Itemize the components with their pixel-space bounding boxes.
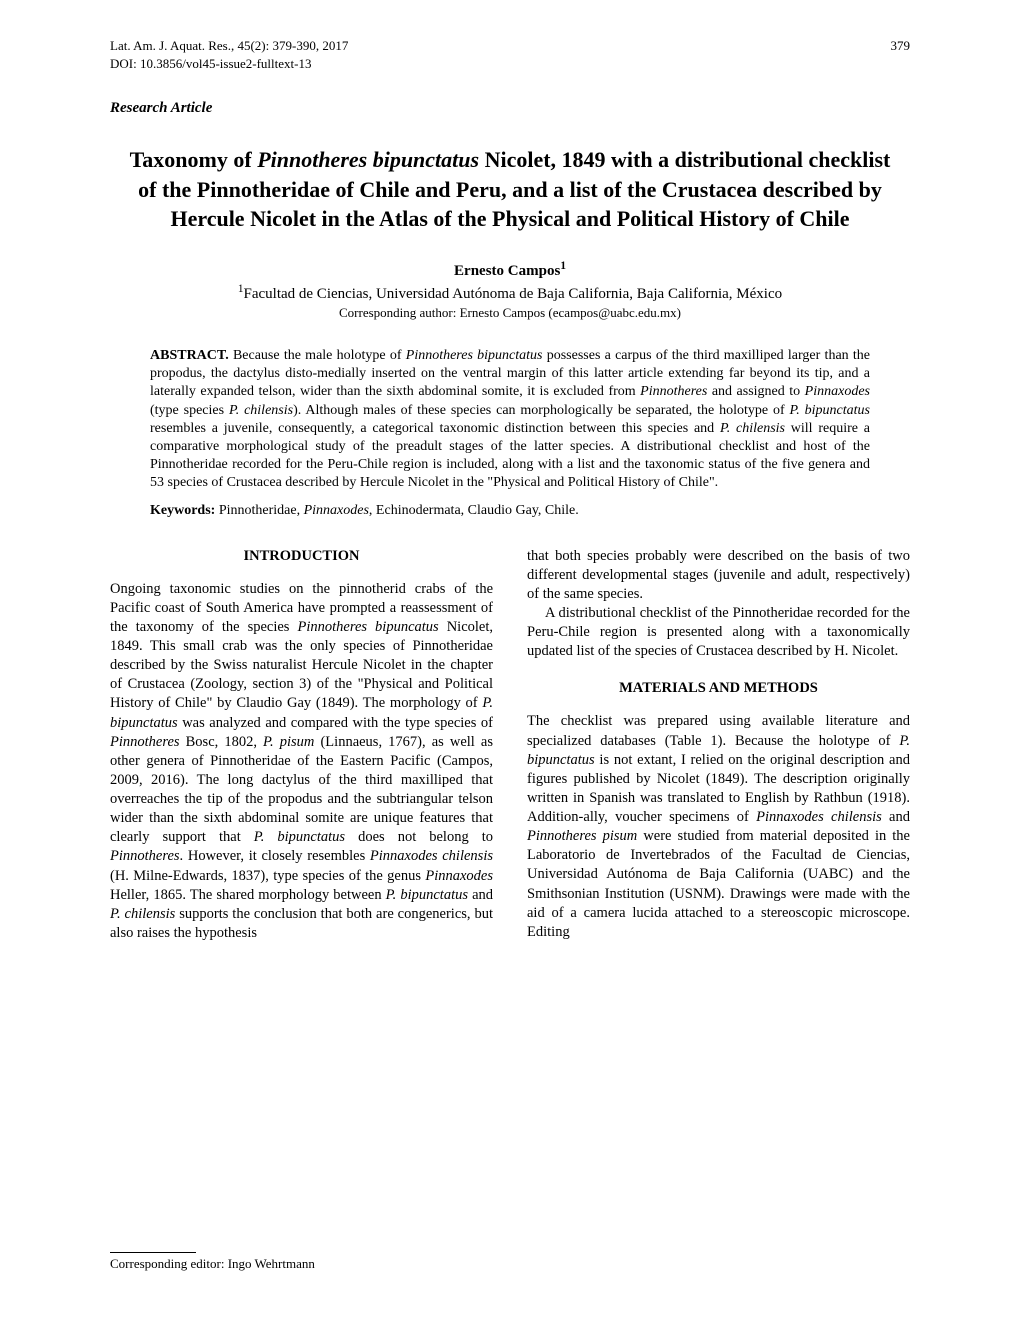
keywords-text: Pinnotheridae, Pinnaxodes, Echinodermata… — [215, 503, 578, 518]
author-text: Ernesto Campos — [454, 263, 560, 279]
corresponding-author: Corresponding author: Ernesto Campos (ec… — [110, 305, 910, 321]
abstract-text: Because the male holotype of Pinnotheres… — [150, 348, 870, 490]
journal-reference: Lat. Am. J. Aquat. Res., 45(2): 379-390,… — [110, 38, 348, 54]
footer-rule — [110, 1252, 196, 1253]
introduction-heading: INTRODUCTION — [110, 547, 493, 566]
right-column: that both species probably were describe… — [527, 547, 910, 944]
page-footer: Corresponding editor: Ingo Wehrtmann — [110, 1252, 315, 1272]
author-affiliation: 1Facultad de Ciencias, Universidad Autón… — [110, 283, 910, 303]
intro-para-2: that both species probably were describe… — [527, 547, 910, 604]
intro-para-3: A distributional checklist of the Pinnot… — [527, 604, 910, 661]
abstract-label: ABSTRACT. — [150, 348, 229, 363]
affiliation-text: Facultad de Ciencias, Universidad Autóno… — [244, 286, 783, 302]
author-sup: 1 — [560, 260, 566, 272]
doi: DOI: 10.3856/vol45-issue2-fulltext-13 — [110, 56, 910, 72]
article-title: Taxonomy of Pinnotheres bipunctatus Nico… — [110, 145, 910, 234]
keywords-label: Keywords: — [150, 503, 215, 518]
body-columns: INTRODUCTION Ongoing taxonomic studies o… — [110, 547, 910, 944]
left-column: INTRODUCTION Ongoing taxonomic studies o… — [110, 547, 493, 944]
corresponding-editor: Corresponding editor: Ingo Wehrtmann — [110, 1256, 315, 1272]
methods-para-1: The checklist was prepared using availab… — [527, 712, 910, 942]
article-type: Research Article — [110, 100, 910, 117]
abstract-block: ABSTRACT. Because the male holotype of P… — [150, 347, 870, 493]
page-number: 379 — [891, 38, 911, 54]
keywords-block: Keywords: Pinnotheridae, Pinnaxodes, Ech… — [150, 503, 870, 519]
methods-heading: MATERIALS AND METHODS — [527, 679, 910, 698]
author-name: Ernesto Campos1 — [110, 260, 910, 280]
intro-para-1: Ongoing taxonomic studies on the pinnoth… — [110, 580, 493, 943]
